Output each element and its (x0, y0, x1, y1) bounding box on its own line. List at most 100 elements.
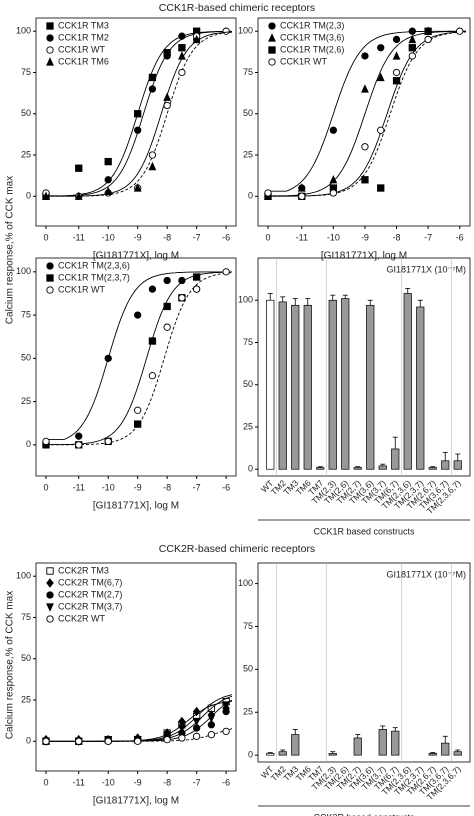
point (104, 354, 112, 362)
x-tick-label: -8 (163, 482, 171, 492)
point (133, 183, 142, 192)
plot-frame (35, 562, 237, 772)
x-tick-label: -11 (73, 232, 85, 242)
point (178, 44, 186, 52)
y-tick-label: 25 (243, 707, 253, 717)
legend-marker (46, 603, 54, 612)
legend-label: CCK2R TM(2,7) (58, 589, 122, 599)
point (408, 52, 416, 60)
y-tick-label: 50 (21, 108, 31, 118)
legend-label: CCK1R WT (280, 56, 328, 66)
x-tick-label: -7 (424, 232, 432, 242)
y-tick-label: 25 (21, 396, 31, 406)
plot-frame (35, 257, 237, 477)
point (178, 294, 186, 302)
bar (416, 306, 425, 470)
point (222, 701, 231, 710)
bar (353, 467, 362, 470)
bar (428, 467, 437, 470)
x-tick-label: 0 (43, 232, 48, 242)
y-tick-label: 75 (243, 621, 253, 631)
point (74, 191, 83, 200)
point (207, 731, 216, 739)
y-tick-label: 100 (238, 295, 253, 305)
bar (391, 730, 400, 756)
fit-curve (268, 30, 466, 192)
x-tick-label: -6 (222, 777, 230, 787)
y-tick-label: 25 (243, 421, 253, 431)
bar (278, 751, 287, 756)
bar (341, 298, 350, 470)
x-tick-label: -8 (163, 777, 171, 787)
y-tick-label: 75 (243, 337, 253, 347)
point (178, 734, 186, 742)
point (192, 717, 201, 727)
x-tick-label: -10 (102, 482, 115, 492)
point (177, 724, 186, 733)
point (329, 126, 338, 134)
point (178, 276, 186, 285)
bar (441, 460, 450, 470)
y-tick-label: 75 (243, 67, 253, 77)
point (192, 273, 201, 281)
y-tick-label: 50 (21, 653, 31, 663)
bar (378, 729, 387, 756)
point (163, 323, 171, 331)
group-label: CCK2R based constructs (313, 812, 415, 816)
bar (303, 304, 312, 470)
x-tick-label: -7 (193, 232, 201, 242)
y-tick-label: 0 (248, 750, 253, 760)
point (222, 727, 230, 736)
point (134, 737, 142, 745)
point (163, 276, 171, 285)
legend-marker (46, 286, 54, 294)
x-tick-label: -8 (163, 232, 171, 242)
point (75, 432, 83, 440)
legend-label: CCK1R TM(2,6) (280, 44, 344, 54)
x-axis-label: [GI181771X], log M (93, 796, 179, 807)
legend-marker (46, 591, 54, 599)
point (178, 68, 186, 77)
y-axis-label: Calcium response,% of CCK max (5, 176, 16, 324)
fit-curve (46, 31, 233, 197)
point (392, 77, 401, 85)
point (361, 84, 369, 93)
x-tick-label: -7 (193, 777, 201, 787)
point (104, 176, 112, 184)
legend-label: CCK1R TM(2,3,7) (58, 272, 130, 282)
point (192, 34, 201, 44)
bar (453, 751, 462, 756)
fit-curve (46, 271, 232, 446)
point (377, 44, 385, 52)
legend-label: CCK1R TM(2,3,6) (58, 260, 130, 270)
y-tick-label: 75 (21, 612, 31, 622)
point (104, 186, 113, 195)
point (42, 191, 50, 200)
point (329, 175, 338, 184)
point (134, 126, 142, 134)
legend-label: CCK1R WT (58, 44, 106, 54)
x-axis-label: [GI181771X], log M (93, 501, 179, 512)
point (177, 51, 186, 60)
x-tick-label: 0 (265, 232, 270, 242)
y-tick-label: 50 (243, 108, 253, 118)
legend-marker (46, 578, 54, 588)
point (148, 151, 157, 159)
point (148, 372, 157, 380)
legend-marker (268, 46, 276, 54)
point (392, 51, 401, 60)
x-tick-label: -6 (456, 232, 464, 242)
point (104, 437, 112, 446)
point (192, 706, 201, 717)
point (408, 44, 416, 52)
y-tick-label: 100 (238, 578, 253, 588)
legend-label: CCK1R TM(2,3) (280, 20, 344, 30)
point (163, 52, 171, 60)
point (424, 35, 432, 44)
fit-curve (46, 728, 233, 742)
legend-marker (268, 22, 276, 30)
point (148, 337, 157, 345)
x-tick-label: -9 (134, 777, 142, 787)
bar (441, 742, 450, 756)
